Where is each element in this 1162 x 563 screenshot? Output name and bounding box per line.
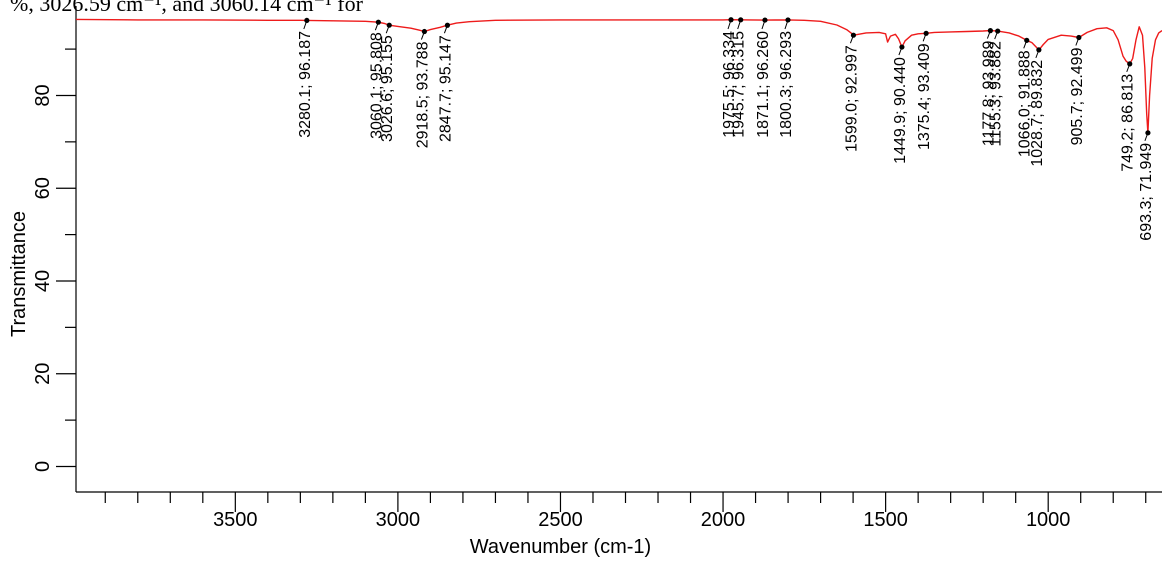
y-tick-label: 0 xyxy=(32,461,54,472)
x-tick-label: 1000 xyxy=(1026,509,1071,531)
peak-label: 1375.4; 93.409 xyxy=(916,43,933,150)
peak-leader-line xyxy=(994,30,999,40)
x-tick-label: 2500 xyxy=(538,509,583,531)
peak-leader-line xyxy=(1023,40,1028,49)
peak-label: 1449.9; 90.440 xyxy=(892,57,909,164)
peak-label: 3280.1; 96.187 xyxy=(297,31,314,138)
peak-label: 3060.1; 95.808 xyxy=(368,32,385,139)
peak-label: 749.2; 86.813 xyxy=(1120,74,1137,172)
peak-leader-line xyxy=(1075,37,1080,46)
peak-marker xyxy=(738,17,744,23)
peak-label: 1975.5; 96.334 xyxy=(721,31,738,138)
peak-label: 2918.5; 93.788 xyxy=(414,41,431,148)
peak-label: 1066.0; 91.888 xyxy=(1017,50,1034,157)
peak-marker xyxy=(850,32,857,38)
peak-label: 1800.3; 96.293 xyxy=(778,31,795,138)
peak-leader-line xyxy=(849,35,854,44)
x-tick-label: 1500 xyxy=(863,509,908,531)
peak-leader-line xyxy=(1035,49,1040,59)
peak-leader-line xyxy=(303,20,308,30)
peak-marker xyxy=(899,44,905,50)
peak-leader-line xyxy=(761,19,766,30)
x-axis-label: Wavenumber (cm-1) xyxy=(470,536,652,558)
peak-leader-line xyxy=(922,33,927,42)
peak-label: 1945.7; 96.315 xyxy=(731,31,748,138)
peak-marker xyxy=(995,28,1001,34)
peak-leader-line xyxy=(385,25,390,34)
peak-label: 1177.8; 93.989 xyxy=(980,41,997,147)
peak-leader-line xyxy=(1144,132,1149,141)
peak-marker xyxy=(923,30,929,36)
peak-marker xyxy=(1145,130,1151,136)
peak-label: 2847.7; 95.147 xyxy=(437,35,454,142)
peak-label: 1599.0; 92.997 xyxy=(843,45,860,152)
peak-leader-line xyxy=(784,19,789,30)
peak-label: 693.3; 71.949 xyxy=(1138,143,1155,241)
peak-label: 1155.3; 93.882 xyxy=(988,41,1005,147)
peak-leader-line xyxy=(898,46,903,56)
chart-ticks: 3500 3000 2500 2000 1500 1000 0 20 40 60 80 xyxy=(32,48,1147,531)
peak-leader-line xyxy=(727,19,732,30)
y-tick-label: 60 xyxy=(32,177,54,199)
x-tick-label: 3500 xyxy=(213,509,258,531)
peak-label: 3026.6; 95.155 xyxy=(379,35,396,142)
x-tick-label: 2000 xyxy=(701,509,746,531)
peak-marker xyxy=(728,17,734,23)
chart-axes xyxy=(75,6,1162,493)
peak-label: 1028.7; 89.832 xyxy=(1029,60,1046,167)
peak-label: 1871.1; 96.260 xyxy=(755,31,772,138)
peak-leader-line xyxy=(443,25,448,34)
cropped-caption-text: %, 3026.59 cm⁻¹, and 3060.14 cm⁻¹ for xyxy=(10,0,363,16)
x-tick-label: 3000 xyxy=(376,509,421,531)
peak-leader-line xyxy=(420,31,425,40)
y-axis-label: Transmittance xyxy=(8,211,30,337)
y-tick-label: 80 xyxy=(32,84,54,106)
peak-leader-line xyxy=(374,21,379,31)
y-tick-label: 40 xyxy=(32,270,54,292)
peak-leader-line xyxy=(986,30,991,39)
peak-marker xyxy=(785,17,791,23)
peak-label: 905.7; 92.499 xyxy=(1069,47,1086,145)
peak-leader-line xyxy=(1126,63,1131,73)
peak-leader-line xyxy=(737,19,742,30)
y-tick-label: 20 xyxy=(32,363,54,385)
